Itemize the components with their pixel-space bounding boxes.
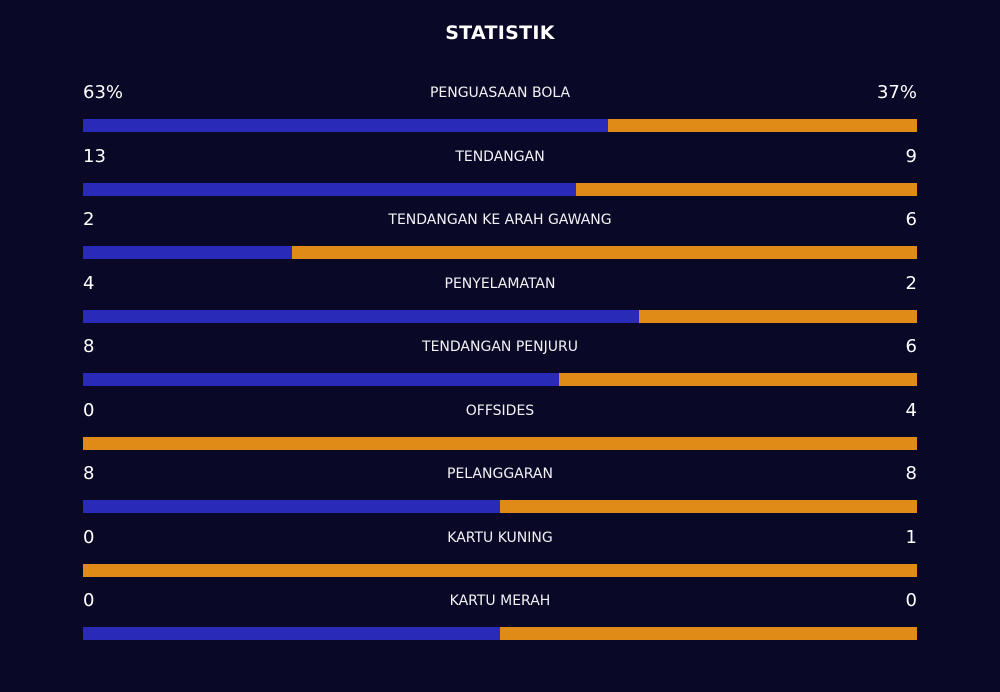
stat-label: PENYELAMATAN <box>444 275 556 292</box>
stat-label: KARTU KUNING <box>447 529 553 546</box>
away-value: 1 <box>905 526 917 548</box>
comparison-bar <box>83 182 917 196</box>
home-bar-fill <box>83 246 292 259</box>
home-bar-fill <box>83 500 500 513</box>
stat-row-fouls: 8 PELANGGARAN 8 <box>83 461 917 525</box>
away-value: 37% <box>876 82 917 103</box>
stat-row-red-cards: 0 KARTU MERAH 0 <box>83 588 917 652</box>
stat-label: TENDANGAN KE ARAH GAWANG <box>388 212 612 228</box>
stat-row-shots-on-target: 2 TENDANGAN KE ARAH GAWANG 6 <box>83 207 917 271</box>
away-value: 6 <box>905 336 917 357</box>
stat-label: TENDANGAN <box>455 148 545 165</box>
comparison-bar <box>83 119 917 132</box>
home-value: 13 <box>83 145 106 167</box>
stat-row-saves: 4 PENYELAMATAN 2 <box>83 271 917 335</box>
away-value: 4 <box>905 399 917 421</box>
stat-label: TENDANGAN PENJURU <box>422 339 578 355</box>
stat-row-offsides: 0 OFFSIDES 4 <box>83 398 917 462</box>
away-value: 9 <box>905 145 917 167</box>
comparison-bar <box>83 373 917 386</box>
home-bar-fill <box>83 119 609 132</box>
comparison-bar <box>83 246 917 259</box>
home-value: 8 <box>83 463 95 484</box>
away-value: 0 <box>905 590 917 611</box>
comparison-bar <box>83 500 917 513</box>
stats-list: 63% PENGUASAAN BOLA 37% 13 TENDANGAN 9 2… <box>83 80 917 652</box>
stat-row-shots: 13 TENDANGAN 9 <box>83 144 917 208</box>
home-value: 8 <box>83 336 95 357</box>
home-value: 2 <box>83 209 95 230</box>
comparison-bar <box>83 563 917 577</box>
away-value: 2 <box>905 272 917 294</box>
stat-row-yellow-cards: 0 KARTU KUNING 1 <box>83 525 917 589</box>
away-value: 6 <box>905 209 917 230</box>
home-bar-fill <box>83 309 640 323</box>
home-value: 0 <box>83 590 95 611</box>
stat-label: OFFSIDES <box>465 402 535 419</box>
stat-label: PELANGGARAN <box>447 466 553 482</box>
comparison-bar <box>83 436 917 450</box>
away-value: 8 <box>905 463 917 484</box>
comparison-bar <box>83 627 917 640</box>
home-value: 0 <box>83 526 95 548</box>
home-value: 63% <box>83 82 124 103</box>
stat-label: KARTU MERAH <box>449 593 551 609</box>
home-bar-fill <box>83 373 560 386</box>
panel-title: STATISTIK <box>445 22 555 44</box>
stat-row-possession: 63% PENGUASAAN BOLA 37% <box>83 80 917 144</box>
comparison-bar <box>83 309 917 323</box>
stat-row-corners: 8 TENDANGAN PENJURU 6 <box>83 334 917 398</box>
home-bar-fill <box>83 182 576 196</box>
home-bar-fill <box>83 627 500 640</box>
home-value: 0 <box>83 399 95 421</box>
home-value: 4 <box>83 272 95 294</box>
stat-label: PENGUASAAN BOLA <box>429 85 571 101</box>
